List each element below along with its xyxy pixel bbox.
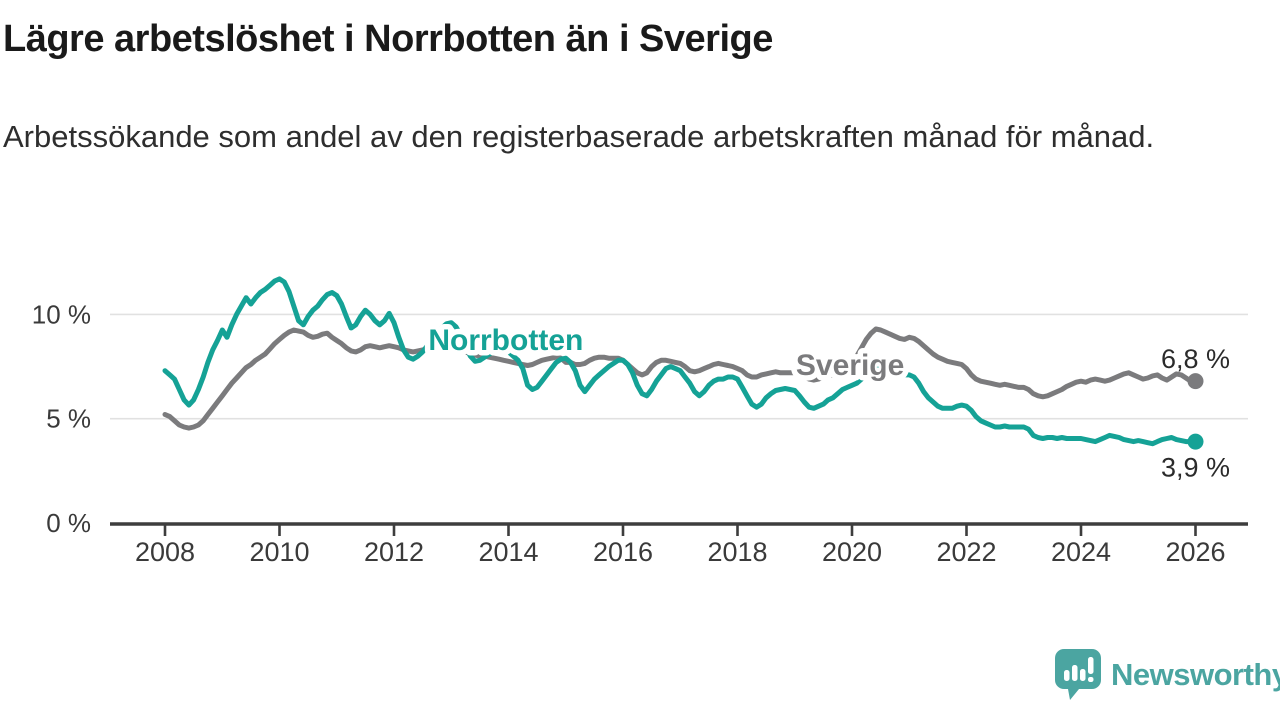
y-axis-label: 10 %: [32, 299, 91, 329]
x-axis-label: 2022: [936, 537, 996, 567]
newsworthy-logo: Newsworthy: [1054, 648, 1280, 702]
page-subtitle: Arbetssökande som andel av den registerb…: [3, 119, 1155, 154]
speech-bubble-bar-chart-icon: [1055, 649, 1101, 700]
newsworthy-wordmark: Newsworthy: [1111, 657, 1280, 692]
x-axis-label: 2026: [1165, 537, 1225, 567]
x-axis-label: 2018: [707, 537, 767, 567]
norrbotten-series-label: Norrbotten: [428, 324, 583, 357]
y-axis-label: 5 %: [46, 404, 91, 434]
x-axis-label: 2010: [249, 537, 309, 567]
norrbotten-end-value-label: 3,9 %: [1161, 453, 1230, 483]
norrbotten-end-dot: [1187, 433, 1204, 450]
x-axis-label: 2016: [593, 537, 653, 567]
x-axis-label: 2012: [364, 537, 424, 567]
sverige-line: [162, 326, 1198, 431]
norrbotten-line: [162, 276, 1198, 447]
sverige-series-label: Sverige: [796, 349, 904, 382]
x-axis-label: 2020: [822, 537, 882, 567]
page-title: Lägre arbetslöshet i Norrbotten än i Sve…: [3, 18, 773, 60]
x-axis-label: 2014: [478, 537, 538, 567]
x-axis-label: 2008: [135, 537, 195, 567]
x-axis-label: 2024: [1051, 537, 1111, 567]
y-axis-label: 0 %: [46, 508, 91, 538]
sverige-end-dot: [1187, 373, 1204, 390]
sverige-end-value-label: 6,8 %: [1161, 344, 1230, 374]
